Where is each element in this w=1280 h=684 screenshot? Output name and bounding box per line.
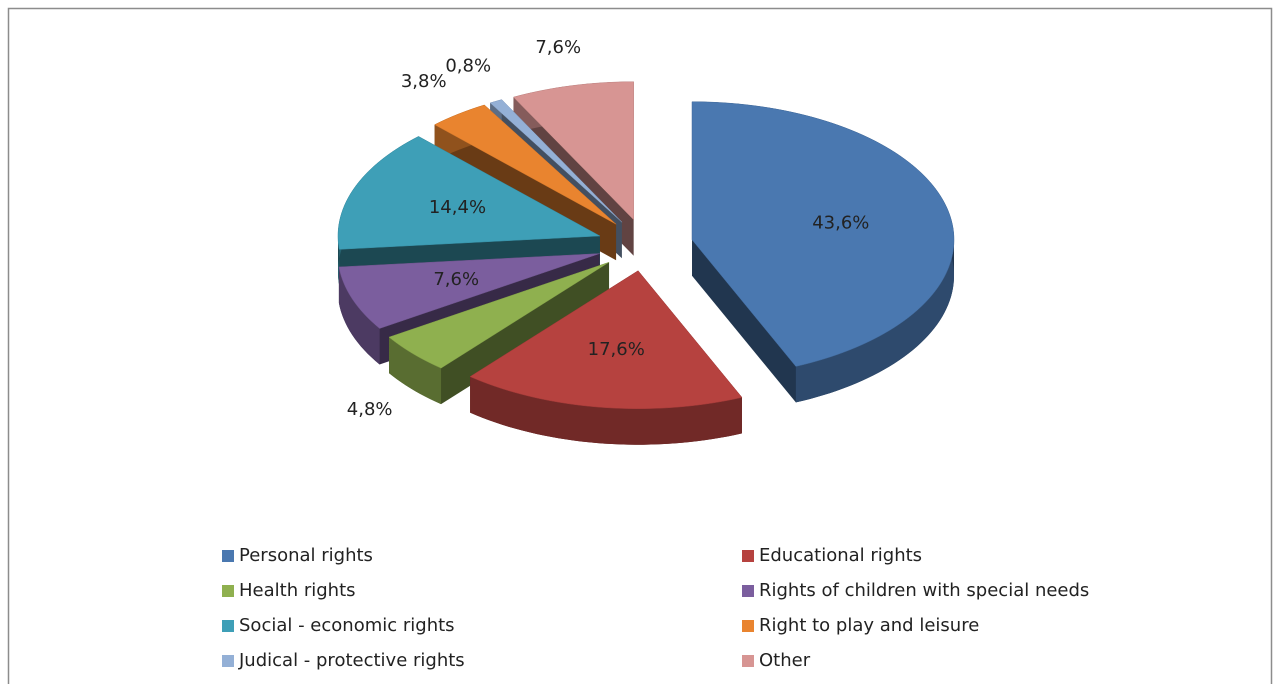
data-label: 7,6% (433, 269, 479, 290)
data-label: 14,4% (429, 197, 486, 218)
legend-swatch (222, 620, 234, 632)
legend-label: Right to play and leisure (759, 615, 979, 636)
legend-swatch (742, 585, 754, 597)
legend-swatch (222, 550, 234, 562)
legend-swatch (222, 585, 234, 597)
legend-label: Personal rights (239, 545, 373, 566)
legend-swatch (742, 620, 754, 632)
legend-swatch (222, 655, 234, 667)
slice (469, 270, 743, 409)
slice-wall (338, 266, 380, 365)
data-label: 0,8% (445, 56, 491, 77)
slice (337, 136, 601, 250)
slice (338, 253, 600, 329)
slice (691, 101, 955, 367)
slice (434, 104, 617, 225)
slice-side (389, 262, 610, 405)
slice (388, 261, 610, 369)
legend-label: Educational rights (759, 545, 922, 566)
slice (489, 99, 623, 223)
data-label: 43,6% (812, 213, 869, 234)
legend-swatch (742, 655, 754, 667)
legend-label: Judical - protective rights (238, 650, 465, 671)
legend-label: Other (759, 650, 811, 671)
chart-border (7, 7, 1273, 684)
legend-label: Social - economic rights (239, 615, 455, 636)
slice-wall (389, 337, 442, 405)
data-label: 7,6% (535, 37, 581, 58)
legend-label: Rights of children with special needs (759, 580, 1089, 601)
slice-wall (470, 376, 742, 445)
data-label: 17,6% (588, 339, 645, 360)
legend-swatch (742, 550, 754, 562)
data-label: 4,8% (347, 399, 393, 420)
slice (513, 81, 634, 221)
data-label: 3,8% (401, 71, 447, 92)
legend-label: Health rights (239, 580, 356, 601)
